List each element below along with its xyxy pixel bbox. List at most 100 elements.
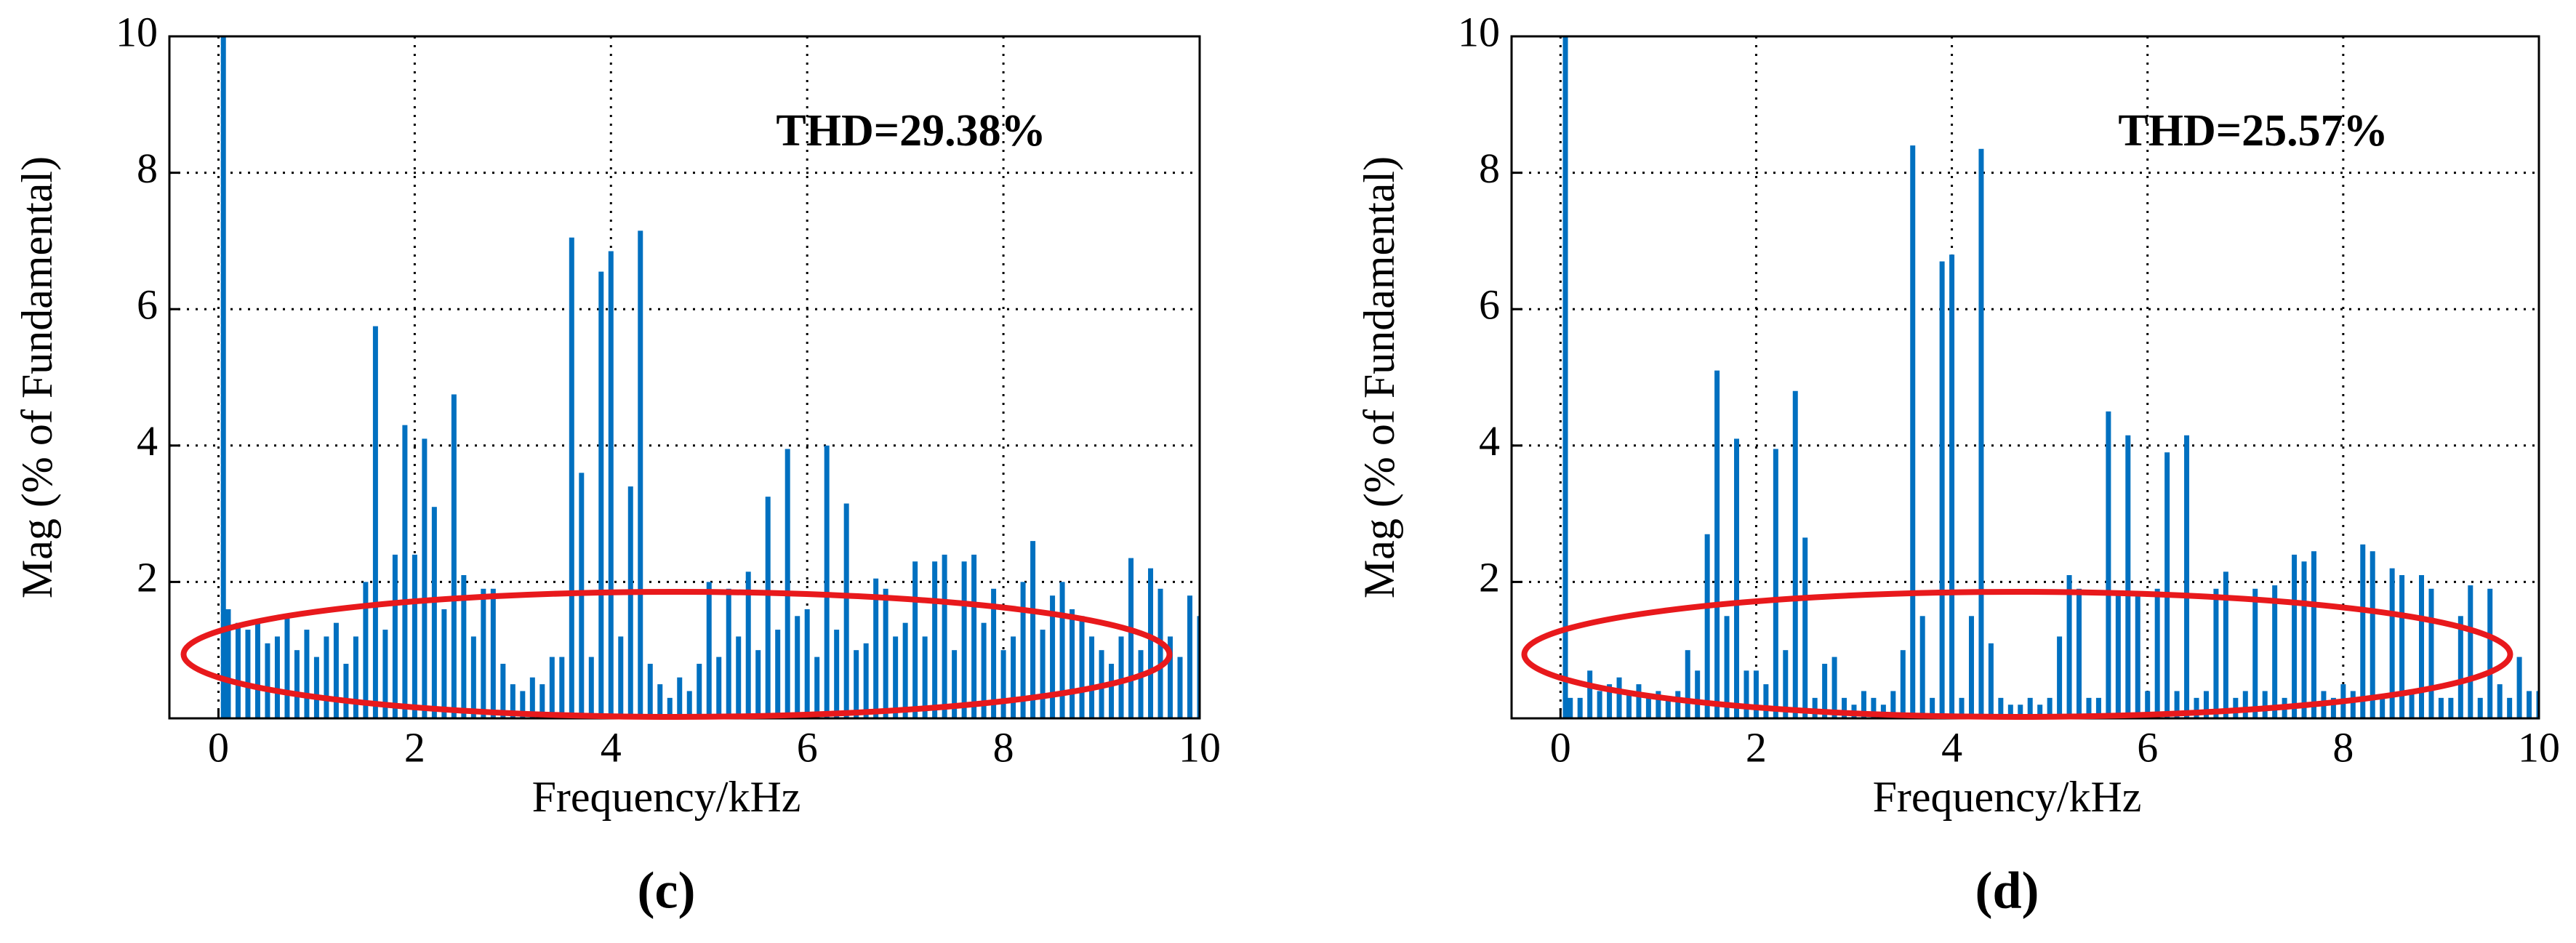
bar <box>1568 697 1573 718</box>
bar <box>2115 595 2121 718</box>
bar <box>2370 551 2375 718</box>
bar <box>2164 452 2170 718</box>
bar <box>1704 534 1710 718</box>
highlight-ellipse <box>1521 589 2513 720</box>
bars <box>220 36 1200 718</box>
bar <box>1763 684 1769 718</box>
bar <box>2497 684 2503 718</box>
bar <box>2330 697 2336 718</box>
bar <box>2311 551 2316 718</box>
bar <box>1930 697 1935 718</box>
bar <box>1636 684 1642 718</box>
bar <box>2428 588 2434 718</box>
bar <box>1734 438 1740 718</box>
x-tick-label: 0 <box>208 723 229 771</box>
bar <box>2487 588 2493 718</box>
bar <box>1822 663 1828 718</box>
bar <box>647 663 653 718</box>
bar <box>1861 691 1866 718</box>
bar <box>667 697 673 718</box>
bar <box>2242 691 2248 718</box>
bar <box>353 636 358 718</box>
bar <box>520 691 526 718</box>
y-tick-label: 2 <box>137 554 158 601</box>
bar <box>1792 390 1798 718</box>
bar <box>814 657 820 718</box>
bar <box>726 588 731 718</box>
bar <box>431 507 437 718</box>
bar <box>697 663 702 718</box>
bar <box>2018 705 2023 718</box>
bar <box>363 582 369 718</box>
y-tick-label: 6 <box>137 281 158 329</box>
bar <box>333 622 339 718</box>
bar <box>716 657 722 718</box>
bar <box>402 425 408 718</box>
bar <box>2301 561 2307 718</box>
bar <box>657 684 663 718</box>
bar <box>265 643 270 718</box>
bar <box>1978 148 1984 718</box>
bar <box>2077 588 2082 718</box>
x-tick-label: 10 <box>2518 723 2560 771</box>
bar <box>2007 705 2013 718</box>
bar <box>1138 650 1144 718</box>
panel-caption: (d) <box>1975 862 2039 920</box>
x-tick-label: 4 <box>601 723 622 771</box>
bar <box>902 622 908 718</box>
bar <box>1871 697 1877 718</box>
bar <box>529 677 535 718</box>
bar <box>2292 554 2298 718</box>
bar <box>1000 650 1006 718</box>
bar <box>1900 650 1906 718</box>
bar <box>2527 691 2532 718</box>
bar <box>245 630 251 718</box>
bar <box>686 691 692 718</box>
bar <box>2477 697 2483 718</box>
bar <box>1148 568 1154 718</box>
bar <box>372 326 378 718</box>
bar <box>1656 691 1661 718</box>
bar <box>324 636 329 718</box>
bar <box>1724 616 1730 718</box>
bar <box>1988 643 1994 718</box>
bar <box>412 554 417 718</box>
bar <box>1968 616 1974 718</box>
bar <box>1059 582 1065 718</box>
bar <box>2106 411 2111 718</box>
bar <box>775 630 781 718</box>
bar <box>2145 691 2151 718</box>
bar <box>1714 370 1720 718</box>
bar <box>942 554 947 718</box>
bar <box>451 394 457 718</box>
bar <box>343 663 349 718</box>
bar <box>1802 537 1808 718</box>
bar <box>225 609 231 718</box>
bar <box>677 677 683 718</box>
bar <box>2213 588 2219 718</box>
x-axis-label: Frequency/kHz <box>532 773 801 821</box>
bar <box>1562 36 1568 718</box>
bar <box>441 609 447 718</box>
bar <box>1187 595 1193 718</box>
bar <box>1910 145 1916 718</box>
bar <box>706 582 712 718</box>
bar <box>2154 588 2160 718</box>
bar <box>559 657 565 718</box>
bar <box>2438 697 2444 718</box>
bar <box>2095 697 2101 718</box>
bar <box>765 497 771 718</box>
bar <box>1812 697 1818 718</box>
y-tick-label: 4 <box>137 417 158 465</box>
bar <box>1128 558 1134 718</box>
y-tick-label: 2 <box>1479 554 1500 601</box>
bar <box>2389 568 2395 718</box>
bar <box>873 578 879 718</box>
x-tick-label: 6 <box>797 723 818 771</box>
bar <box>1597 691 1602 718</box>
bar <box>1607 684 1613 718</box>
bars <box>1562 36 2539 718</box>
bar <box>893 636 899 718</box>
y-axis-label: Mag (% of Fundamental) <box>13 156 61 598</box>
bar <box>2262 691 2268 718</box>
